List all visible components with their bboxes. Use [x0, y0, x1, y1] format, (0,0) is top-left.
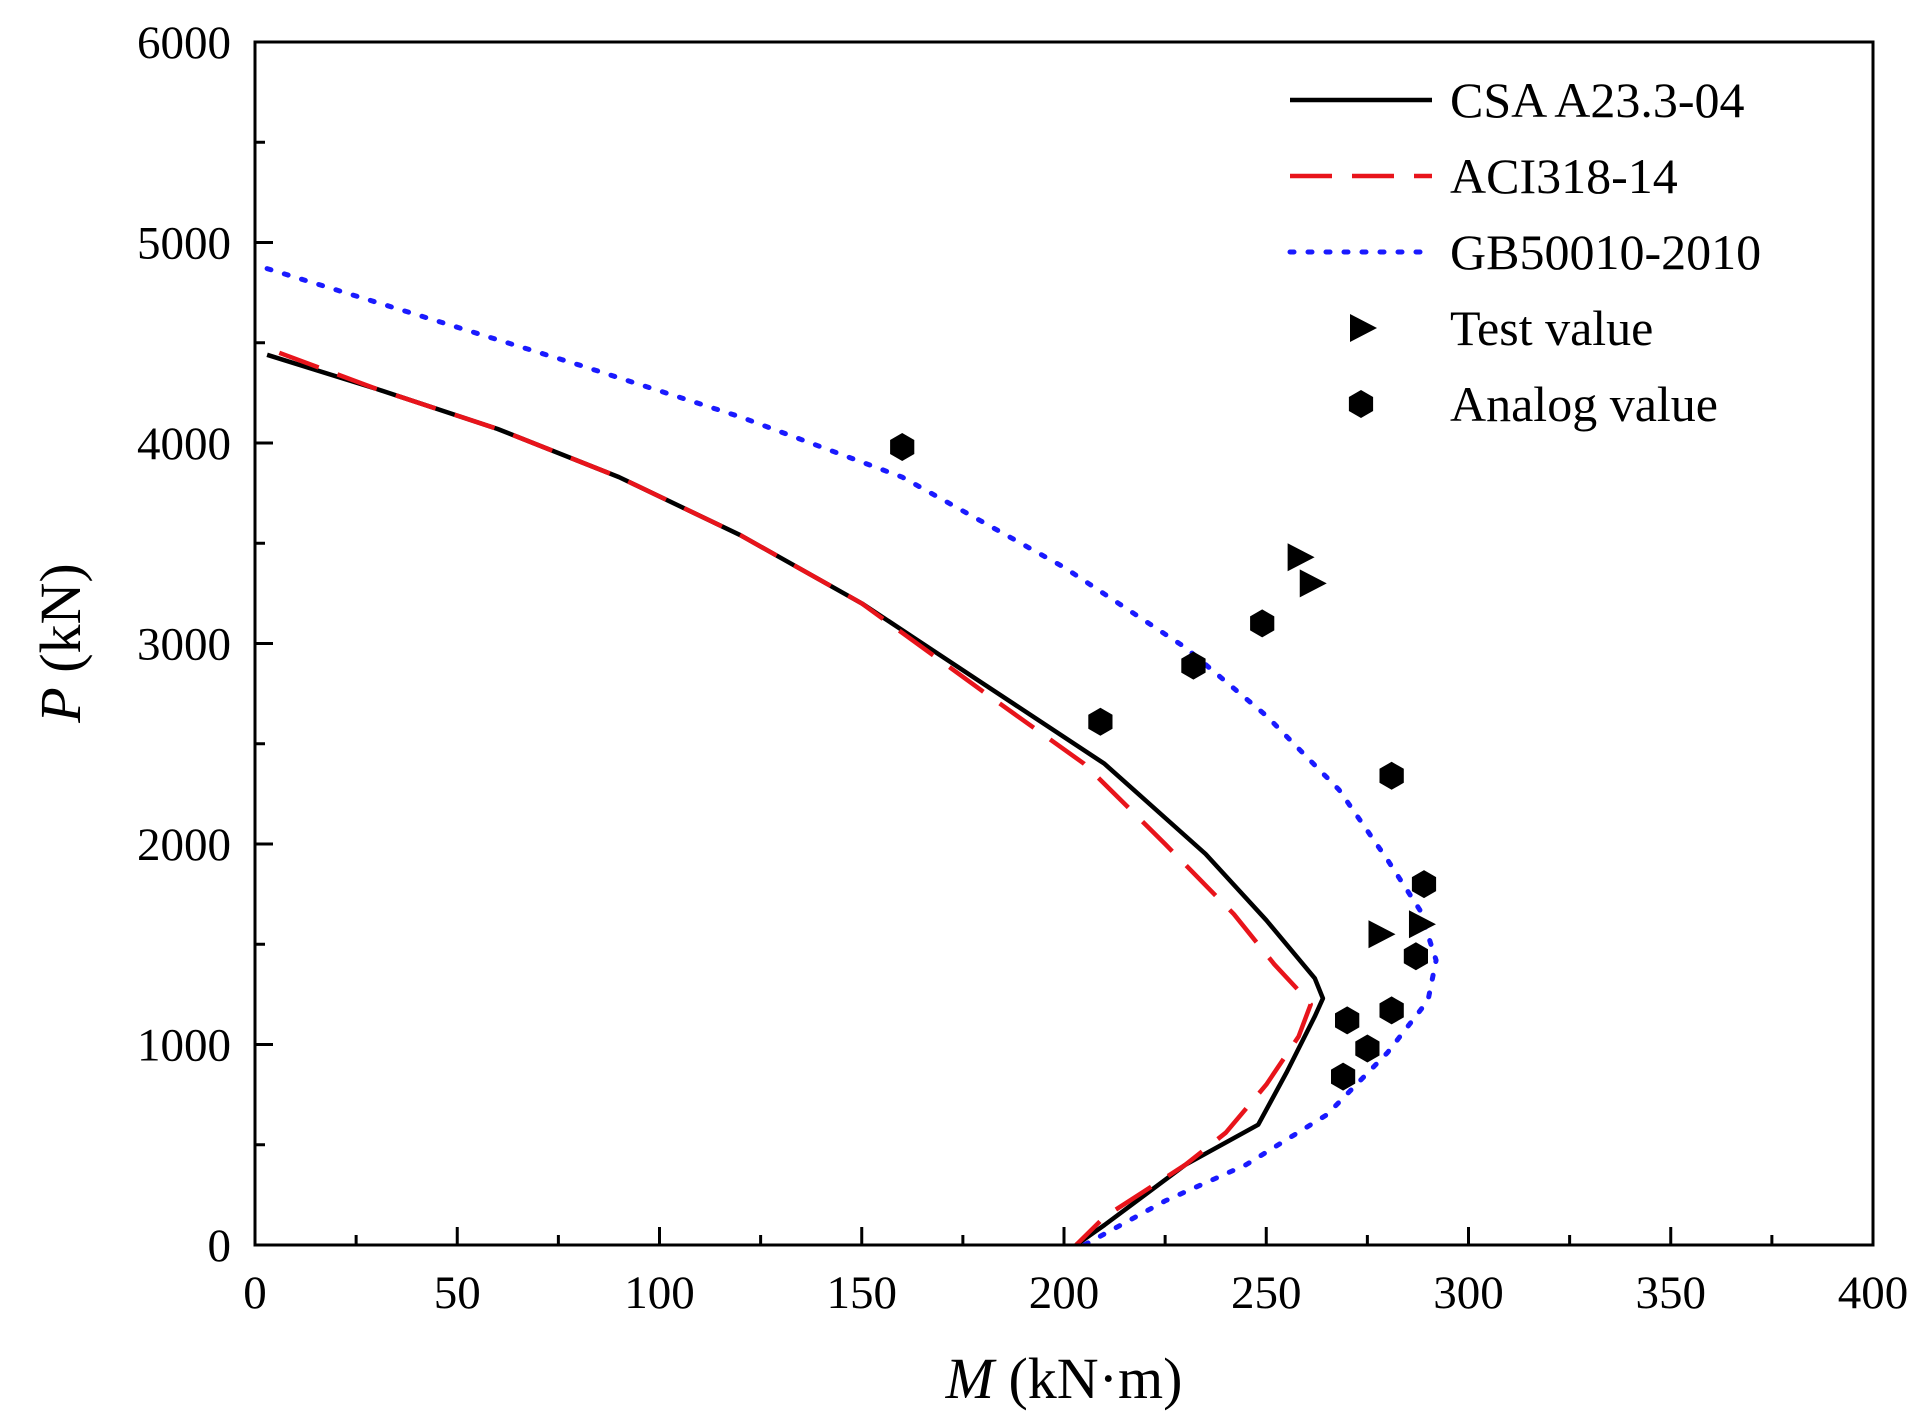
legend-label-gb50010-2010: GB50010-2010: [1450, 224, 1761, 280]
x-tick-label: 250: [1231, 1267, 1302, 1319]
x-tick-label: 50: [434, 1267, 481, 1319]
y-axis-symbol: P: [28, 687, 93, 723]
y-tick-label: 5000: [137, 218, 231, 270]
y-tick-label: 1000: [137, 1020, 231, 1072]
data-point-test-value: [1299, 569, 1327, 598]
y-tick-label: 3000: [137, 619, 231, 671]
x-axis-symbol: M: [945, 1346, 997, 1411]
legend-label-analog-value: Analog value: [1450, 376, 1718, 432]
y-tick-label: 4000: [137, 418, 231, 470]
data-point-analog-value: [1355, 1034, 1380, 1063]
x-tick-label: 200: [1029, 1267, 1100, 1319]
legend: CSA A23.3-04 ACI318-14 GB50010-2010 Test va…: [1287, 72, 1761, 432]
y-axis-unit: (kN): [28, 563, 93, 673]
x-tick-label: 400: [1838, 1267, 1909, 1319]
x-tick-label: 100: [624, 1267, 695, 1319]
y-tick-label: 2000: [137, 819, 231, 871]
x-tick-label: 0: [243, 1267, 267, 1319]
data-point-analog-value: [1088, 707, 1113, 736]
series-line-gb50010-2010: [264, 266, 1439, 1245]
plot-series: [264, 266, 1439, 1245]
legend-label-test-value: Test value: [1450, 300, 1653, 356]
legend-label-csa-a23-3-04: CSA A23.3-04: [1450, 72, 1745, 128]
plot-markers: [890, 433, 1437, 1091]
legend-swatch-test-value: [1350, 314, 1377, 342]
data-point-test-value: [1368, 920, 1396, 949]
axis-tick-labels: 0 50 100 150 200 250 300 350 4000100020003000400…: [137, 17, 1908, 1319]
data-point-analog-value: [1379, 761, 1404, 790]
data-point-analog-value: [1181, 651, 1206, 680]
data-point-analog-value: [1403, 942, 1428, 971]
plot-frame: [253, 40, 1875, 1247]
data-point-analog-value: [1331, 1062, 1356, 1091]
data-point-analog-value: [1379, 996, 1404, 1025]
data-point-test-value: [1408, 910, 1436, 939]
x-tick-label: 150: [827, 1267, 898, 1319]
data-point-test-value: [1287, 543, 1315, 572]
x-axis-title: M (kN·m): [945, 1346, 1183, 1411]
legend-swatch-analog-value: [1348, 390, 1374, 418]
x-axis-unit: (kN·m): [1008, 1346, 1182, 1411]
y-axis-title: P (kN): [28, 563, 93, 723]
y-tick-label: 6000: [137, 17, 231, 69]
data-point-analog-value: [1335, 1006, 1360, 1035]
series-line-aci318-14: [278, 350, 1313, 1245]
legend-label-aci318-14: ACI318-14: [1450, 148, 1678, 204]
x-tick-label: 300: [1433, 1267, 1504, 1319]
data-point-analog-value: [1411, 870, 1437, 899]
x-tick-label: 350: [1636, 1267, 1707, 1319]
data-point-analog-value: [890, 433, 915, 461]
data-point-analog-value: [1250, 609, 1275, 638]
y-tick-label: 0: [208, 1220, 232, 1272]
